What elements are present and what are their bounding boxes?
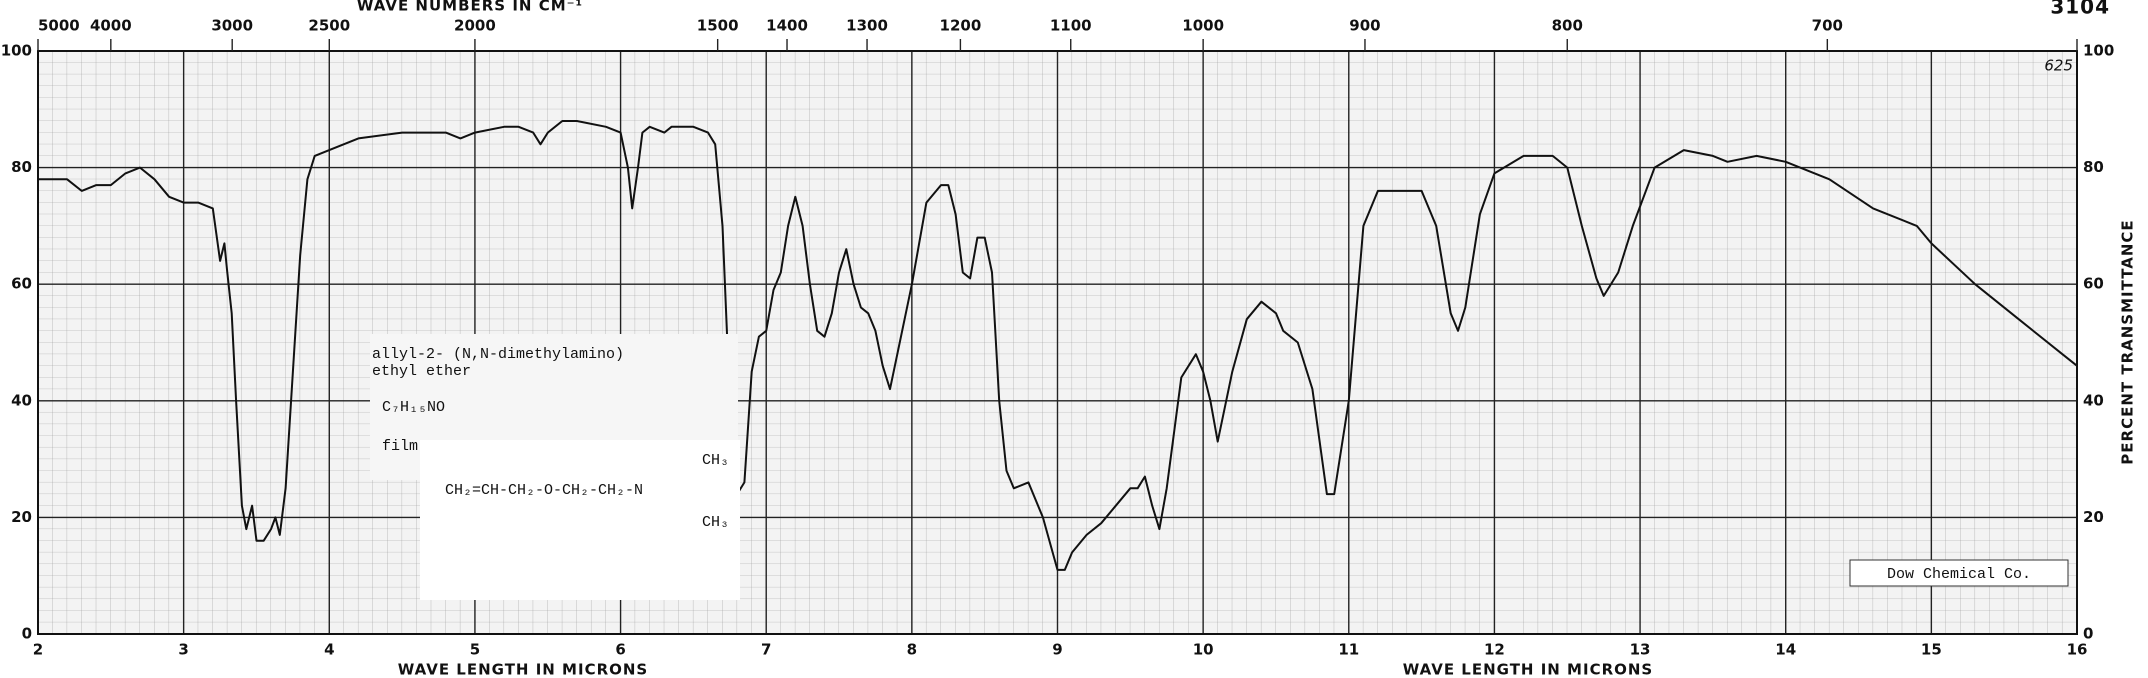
- x-tick-label: 11: [1338, 641, 1359, 659]
- y-tick-label: 40: [11, 391, 32, 409]
- sample-box: allyl-2- (N,N-dimethylamino) ethyl ether…: [370, 334, 740, 600]
- structure-bg: [420, 440, 740, 600]
- x2-tick-label: 1500: [697, 17, 739, 35]
- x-axis-title: WAVE LENGTH IN MICRONS: [1403, 661, 1654, 678]
- y-axis-title: PERCENT TRANSMITTANCE: [2119, 219, 2137, 464]
- y-tick-label-right: 0: [2083, 625, 2093, 643]
- x2-tick-label: 1300: [846, 17, 888, 35]
- x2-tick-label: 2500: [308, 17, 350, 35]
- y-tick-label: 0: [22, 625, 32, 643]
- y-tick-label: 20: [11, 508, 32, 526]
- y-tick-label: 60: [11, 275, 32, 293]
- x-tick-label: 14: [1775, 641, 1796, 659]
- x-tick-label: 10: [1193, 641, 1214, 659]
- sample-name: allyl-2- (N,N-dimethylamino): [372, 346, 624, 363]
- x2-tick-label: 1100: [1050, 17, 1092, 35]
- y-tick-label: 80: [11, 158, 32, 176]
- top-axis-title: WAVE NUMBERS IN CM⁻¹: [357, 0, 583, 15]
- x-tick-label: 5: [470, 641, 480, 659]
- x2-tick-label: 700: [1812, 17, 1843, 35]
- y-tick-label-right: 40: [2083, 391, 2104, 409]
- x2-tick-label: 800: [1552, 17, 1583, 35]
- y-tick-label-right: 100: [2083, 42, 2114, 60]
- sample-phase: film: [382, 438, 418, 455]
- plot-frame: [37, 50, 2078, 635]
- source-label: Dow Chemical Co.: [1887, 566, 2031, 583]
- x2-tick-label: 900: [1349, 17, 1380, 35]
- x2-tick-label: 1200: [940, 17, 982, 35]
- x2-tick-label: 4000: [90, 17, 132, 35]
- x-tick-label: 12: [1484, 641, 1505, 659]
- x-tick-label: 7: [761, 641, 771, 659]
- structure-top: CH₃: [702, 452, 729, 469]
- x2-tick-label: 1400: [766, 17, 808, 35]
- x2-tick-label: 625: [2044, 57, 2073, 75]
- sample-formula: C₇H₁₅NO: [382, 399, 445, 416]
- x-tick-label: 16: [2067, 641, 2088, 659]
- spectrum-id: 3104: [2050, 0, 2110, 19]
- x2-tick-label: 1000: [1182, 17, 1224, 35]
- x-tick-label: 3: [178, 641, 188, 659]
- x2-tick-label: 2000: [454, 17, 496, 35]
- x2-tick-label: 3000: [211, 17, 253, 35]
- x-tick-label: 9: [1052, 641, 1062, 659]
- source-box: [1849, 559, 2069, 587]
- x-tick-label: 8: [907, 641, 917, 659]
- y-tick-label-right: 60: [2083, 275, 2104, 293]
- y-tick-label-right: 80: [2083, 158, 2104, 176]
- sample-name: ethyl ether: [372, 363, 471, 380]
- grid: [37, 50, 2078, 635]
- x-tick-label: 4: [324, 641, 334, 659]
- x2-tick-label: 5000: [38, 17, 80, 35]
- x-axis-title: WAVE LENGTH IN MICRONS: [398, 661, 649, 678]
- y-tick-label: 100: [1, 42, 32, 60]
- structure-bottom: CH₃: [702, 514, 729, 531]
- series: [38, 120, 2078, 571]
- y-tick-label-right: 20: [2083, 508, 2104, 526]
- structure-main: CH₂=CH-CH₂-O-CH₂-CH₂-N: [445, 482, 643, 499]
- x-tick-label: 13: [1630, 641, 1651, 659]
- x-tick-label: 2: [33, 641, 43, 659]
- x-tick-label: 6: [615, 641, 625, 659]
- spectrum-line: [38, 120, 2078, 571]
- x-tick-label: 15: [1921, 641, 1942, 659]
